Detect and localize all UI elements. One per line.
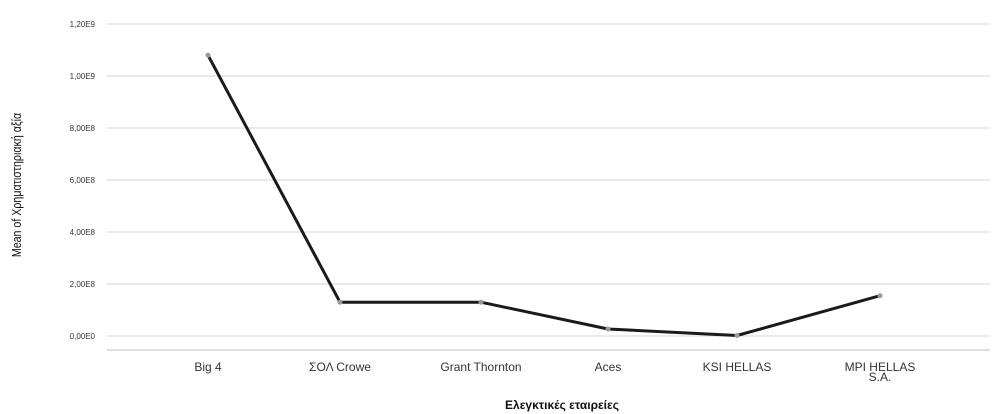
data-point (877, 293, 883, 299)
y-tick-label: 2,00E8 (70, 280, 96, 289)
data-points (205, 52, 883, 338)
y-tick-label: 8,00E8 (70, 124, 96, 133)
x-tick-label: MPI HELLAS S.A. (845, 360, 916, 384)
x-tick-label: Big 4 (194, 360, 222, 374)
x-tick-label: KSI HELLAS (703, 360, 772, 374)
x-axis-title: Ελεγκτικές εταιρείες (505, 398, 619, 412)
data-point (205, 52, 211, 58)
x-tick-label: Grant Thornton (440, 360, 521, 374)
series-line (206, 54, 881, 337)
y-tick-label: 1,00E9 (70, 72, 96, 81)
y-tick-label: 4,00E8 (70, 228, 96, 237)
y-axis-title: Mean of Χρηματιστηριακή αξία (9, 113, 24, 257)
data-point (605, 326, 611, 332)
y-axis-ticks: 0,00E0 2,00E8 4,00E8 6,00E8 8,00E8 1,00E9 1,20… (70, 20, 96, 341)
y-tick-label: 0,00E0 (70, 332, 96, 341)
data-point (478, 299, 484, 305)
x-tick-label: Aces (595, 360, 622, 374)
data-point (734, 332, 740, 338)
y-tick-label: 6,00E8 (70, 176, 96, 185)
x-tick-label: ΣΟΛ Crowe (309, 360, 371, 374)
y-tick-label: 1,20E9 (70, 20, 96, 29)
x-axis-ticks: Big 4 ΣΟΛ Crowe Grant Thornton Aces KSI HELL… (194, 360, 915, 384)
gridlines (107, 23, 990, 337)
data-point (337, 299, 343, 305)
